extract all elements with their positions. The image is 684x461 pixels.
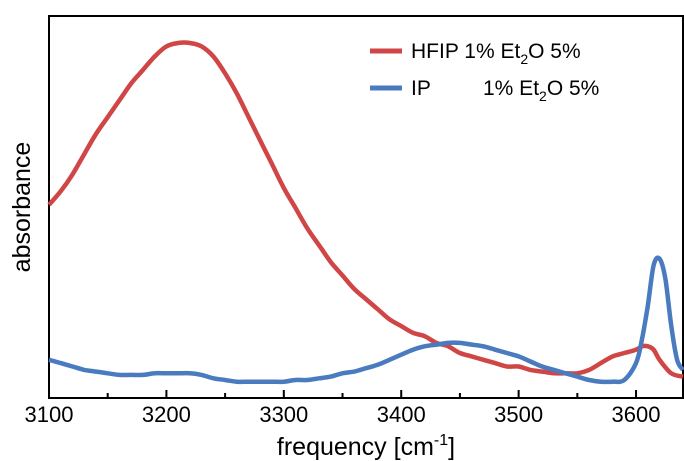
x-tick-label-3300: 3300 [259, 402, 308, 427]
series-lines [47, 40, 684, 385]
series-line-1 [48, 255, 684, 385]
series-line-0 [47, 40, 684, 379]
y-axis-label: absorbance [8, 142, 36, 273]
legend: HFIP 1% Et2O 5% IP 1% Et2O 5% [370, 40, 599, 104]
x-tick-label-3600: 3600 [612, 402, 661, 427]
x-axis-tick-labels: 3100 3200 3300 3400 3500 3600 [25, 402, 661, 427]
legend-label-ip-detail: 1% Et2O 5% [483, 77, 599, 104]
x-axis-ticks [48, 390, 638, 398]
legend-label-ip: IP [411, 77, 431, 100]
x-axis-label: frequency [cm-1] [277, 432, 455, 461]
x-tick-label-3400: 3400 [377, 402, 426, 427]
x-tick-label-3200: 3200 [142, 402, 191, 427]
x-axis-label-main: frequency [cm [277, 433, 434, 461]
x-axis-label-superscript: -1 [434, 432, 448, 449]
x-tick-label-3100: 3100 [25, 402, 74, 427]
x-tick-label-3500: 3500 [494, 402, 543, 427]
x-axis-label-close: ] [448, 433, 455, 461]
plot-frame [48, 15, 684, 399]
legend-label-hfip: HFIP 1% Et2O 5% [411, 40, 581, 67]
